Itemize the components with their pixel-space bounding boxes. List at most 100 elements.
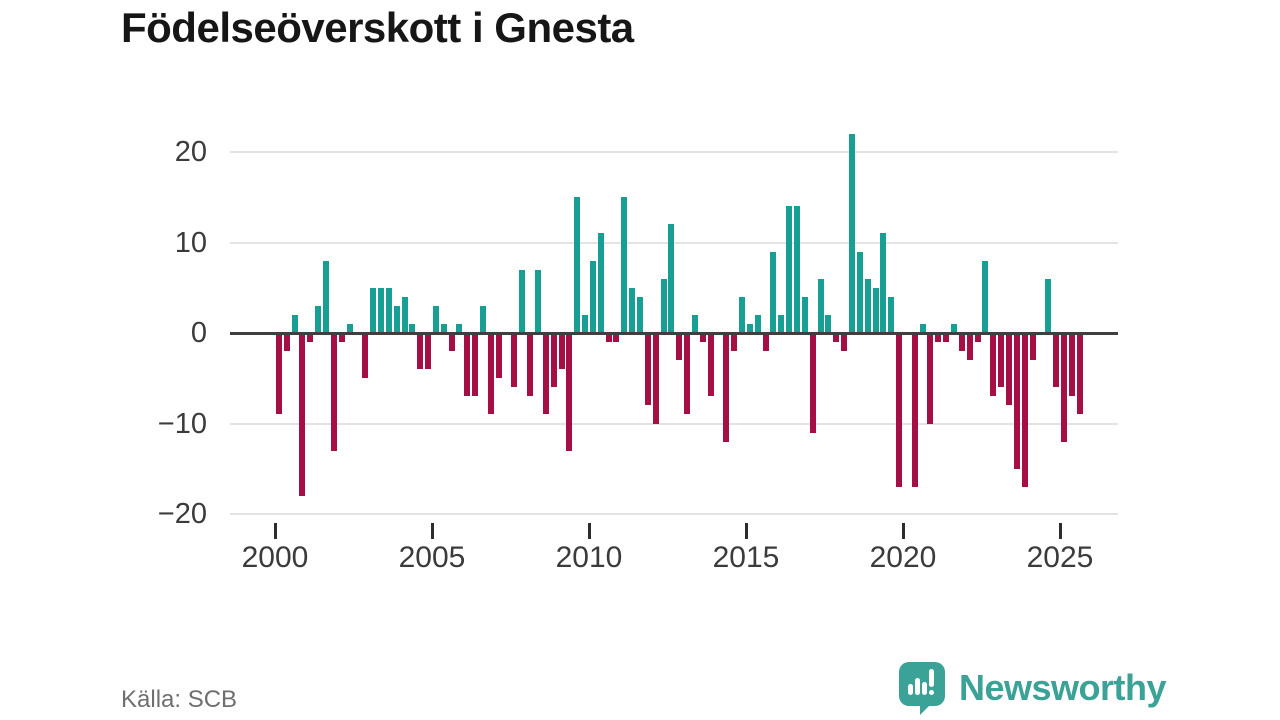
page-title: Födelseöverskott i Gnesta <box>121 4 634 51</box>
positive-bar <box>441 324 447 333</box>
negative-bar <box>967 333 973 360</box>
positive-bar <box>786 206 792 333</box>
negative-bar <box>1061 333 1067 442</box>
positive-bar <box>747 324 753 333</box>
positive-bar <box>535 270 541 333</box>
x-axis-tick-label: 2025 <box>1026 541 1094 574</box>
positive-bar <box>668 224 674 333</box>
x-axis-tick <box>588 523 591 539</box>
positive-bar <box>951 324 957 333</box>
negative-bar <box>543 333 549 414</box>
positive-bar <box>692 315 698 333</box>
newsworthy-logo: Newsworthy <box>898 661 1167 715</box>
positive-bar <box>629 288 635 333</box>
x-axis-tick-label: 2020 <box>869 541 937 574</box>
positive-bar <box>370 288 376 333</box>
negative-bar <box>1022 333 1028 487</box>
positive-bar <box>982 261 988 333</box>
negative-bar <box>559 333 565 369</box>
negative-bar <box>527 333 533 396</box>
positive-bar <box>1045 279 1051 333</box>
negative-bar <box>449 333 455 351</box>
negative-bar <box>943 333 949 342</box>
x-axis-tick-label: 2010 <box>555 541 623 574</box>
positive-bar <box>849 134 855 333</box>
x-axis-tick <box>745 523 748 539</box>
positive-bar <box>402 297 408 333</box>
positive-bar <box>347 324 353 333</box>
positive-bar <box>480 306 486 333</box>
positive-bar <box>323 261 329 333</box>
negative-bar <box>284 333 290 351</box>
positive-bar <box>433 306 439 333</box>
negative-bar <box>464 333 470 396</box>
negative-bar <box>841 333 847 351</box>
y-axis-tick-label: 0 <box>190 317 207 349</box>
y-axis-tick-label: −20 <box>157 498 207 530</box>
positive-bar <box>794 206 800 333</box>
positive-bar <box>378 288 384 333</box>
positive-bar <box>739 297 745 333</box>
x-axis-tick-label: 2015 <box>712 541 780 574</box>
negative-bar <box>511 333 517 387</box>
negative-bar <box>708 333 714 396</box>
positive-bar <box>292 315 298 333</box>
negative-bar <box>551 333 557 387</box>
positive-bar <box>661 279 667 333</box>
positive-bar <box>409 324 415 333</box>
negative-bar <box>653 333 659 424</box>
negative-bar <box>927 333 933 424</box>
positive-bar <box>873 288 879 333</box>
negative-bar <box>362 333 368 378</box>
positive-bar <box>519 270 525 333</box>
positive-bar <box>857 252 863 333</box>
gridline <box>230 151 1118 153</box>
negative-bar <box>331 333 337 451</box>
negative-bar <box>1014 333 1020 469</box>
negative-bar <box>676 333 682 360</box>
positive-bar <box>621 197 627 333</box>
positive-bar <box>880 233 886 333</box>
negative-bar <box>276 333 282 414</box>
x-axis-tick-label: 2005 <box>398 541 466 574</box>
negative-bar <box>959 333 965 351</box>
negative-bar <box>912 333 918 487</box>
negative-bar <box>472 333 478 396</box>
gridline <box>230 513 1118 515</box>
positive-bar <box>778 315 784 333</box>
negative-bar <box>990 333 996 396</box>
negative-bar <box>299 333 305 496</box>
positive-bar <box>865 279 871 333</box>
negative-bar <box>425 333 431 369</box>
negative-bar <box>810 333 816 433</box>
negative-bar <box>496 333 502 378</box>
y-axis-tick-label: 10 <box>174 227 207 259</box>
positive-bar <box>590 261 596 333</box>
negative-bar <box>833 333 839 342</box>
x-axis-tick <box>431 523 434 539</box>
negative-bar <box>606 333 612 342</box>
positive-bar <box>574 197 580 333</box>
negative-bar <box>684 333 690 414</box>
positive-bar <box>394 306 400 333</box>
negative-bar <box>998 333 1004 387</box>
negative-bar <box>896 333 902 487</box>
negative-bar <box>645 333 651 405</box>
negative-bar <box>488 333 494 414</box>
negative-bar <box>975 333 981 342</box>
positive-bar <box>818 279 824 333</box>
negative-bar <box>1030 333 1036 360</box>
x-axis-tick-label: 2000 <box>241 541 309 574</box>
negative-bar <box>731 333 737 351</box>
positive-bar <box>456 324 462 333</box>
source-note: Källa: SCB <box>121 686 238 713</box>
negative-bar <box>763 333 769 351</box>
newsworthy-wordmark: Newsworthy <box>959 667 1167 708</box>
negative-bar <box>1053 333 1059 387</box>
positive-bar <box>598 233 604 333</box>
gridline <box>230 423 1118 425</box>
positive-bar <box>825 315 831 333</box>
positive-bar <box>582 315 588 333</box>
